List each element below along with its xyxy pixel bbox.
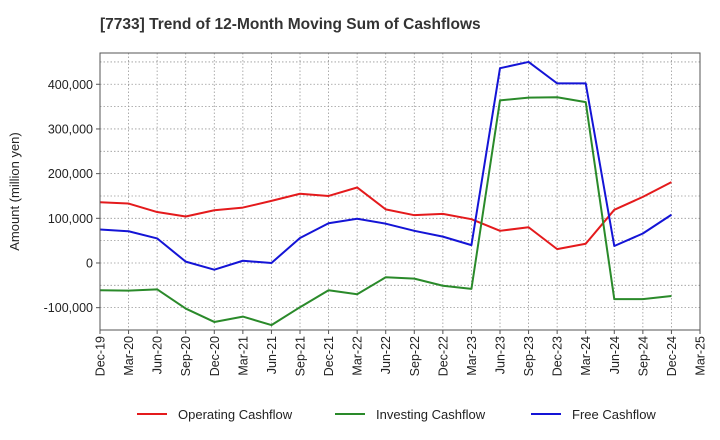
y-tick-label: 200,000 xyxy=(48,167,93,181)
x-tick-label: Jun-22 xyxy=(379,336,393,374)
x-tick-label: Sep-23 xyxy=(522,336,536,376)
free-cashflow-legend-label: Free Cashflow xyxy=(572,407,656,422)
x-tick-label: Dec-23 xyxy=(551,336,565,376)
x-tick-label: Mar-25 xyxy=(694,336,708,376)
y-axis-label: Amount (million yen) xyxy=(7,132,22,251)
x-tick-label: Jun-24 xyxy=(608,336,622,374)
y-axis-ticks: -100,000 0 100,000 200,000 300,000 400,000 xyxy=(44,78,100,315)
investing-cashflow-legend-label: Investing Cashflow xyxy=(376,407,486,422)
x-tick-label: Mar-21 xyxy=(236,336,250,376)
y-tick-label: 100,000 xyxy=(48,212,93,226)
y-tick-label: 400,000 xyxy=(48,78,93,92)
x-tick-label: Sep-20 xyxy=(179,336,193,376)
free-cashflow-line xyxy=(99,60,672,271)
y-tick-label: 300,000 xyxy=(48,122,93,136)
x-tick-label: Dec-22 xyxy=(436,336,450,376)
x-tick-label: Mar-23 xyxy=(465,336,479,376)
y-tick-label: 0 xyxy=(86,256,93,270)
x-tick-label: Mar-20 xyxy=(122,336,136,376)
x-tick-label: Mar-24 xyxy=(579,336,593,376)
series-lines xyxy=(99,60,672,327)
x-tick-label: Sep-24 xyxy=(636,336,650,376)
x-tick-label: Dec-19 xyxy=(94,336,108,376)
x-tick-label: Jun-23 xyxy=(494,336,508,374)
investing-cashflow-line xyxy=(99,96,672,327)
chart-title: [7733] Trend of 12-Month Moving Sum of C… xyxy=(100,16,481,33)
operating-cashflow-legend-label: Operating Cashflow xyxy=(178,407,293,422)
x-tick-label: Jun-20 xyxy=(151,336,165,374)
x-tick-label: Sep-21 xyxy=(294,336,308,376)
x-tick-label: Mar-22 xyxy=(351,336,365,376)
x-tick-label: Dec-21 xyxy=(322,336,336,376)
grid-lines xyxy=(99,53,701,330)
y-tick-label: -100,000 xyxy=(44,301,93,315)
x-tick-label: Sep-22 xyxy=(408,336,422,376)
x-tick-label: Dec-24 xyxy=(665,336,679,376)
x-tick-label: Jun-21 xyxy=(265,336,279,374)
legend: Operating Cashflow Investing Cashflow Free… xyxy=(137,407,656,422)
operating-cashflow-line xyxy=(99,181,672,251)
x-axis-ticks: Dec-19 Mar-20 Jun-20 Sep-20 Dec-20 Mar-21 Jun-… xyxy=(94,330,708,376)
x-tick-label: Dec-20 xyxy=(208,336,222,376)
plot-frame xyxy=(99,52,701,331)
